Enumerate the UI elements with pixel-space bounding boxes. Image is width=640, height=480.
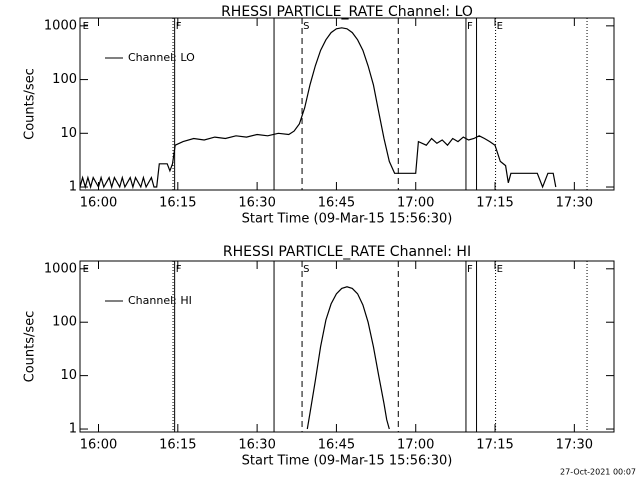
x-tick-label: 16:15 — [159, 438, 196, 453]
x-tick-label: 16:15 — [159, 196, 196, 211]
y-tick-label: 10 — [60, 126, 77, 141]
x-tick-label: 17:30 — [556, 196, 593, 211]
x-tick-label: 17:00 — [397, 438, 434, 453]
marker-label: F — [176, 21, 182, 32]
x-tick-label: 16:30 — [238, 196, 275, 211]
marker-label: E — [497, 264, 503, 275]
marker-label: E — [497, 21, 503, 32]
marker-label: S — [303, 264, 309, 275]
chart-title: RHESSI PARTICLE_RATE Channel: LO — [221, 4, 473, 20]
marker-label: F — [467, 264, 473, 275]
footer: 27-Oct-2021 00:07 — [560, 468, 636, 477]
data-line — [80, 27, 557, 190]
marker-label: F — [176, 264, 182, 275]
marker-label: S — [303, 21, 309, 32]
marker-label: E — [83, 264, 89, 275]
y-tick-label: 1 — [69, 180, 77, 195]
x-tick-label: 16:45 — [318, 196, 355, 211]
x-tick-label: 16:00 — [80, 438, 117, 453]
legend-label: Channel: LO — [128, 51, 195, 64]
x-tick-label: 17:00 — [397, 196, 434, 211]
x-tick-label: 16:00 — [80, 196, 117, 211]
legend-label: Channel: HI — [128, 294, 192, 307]
y-tick-label: 100 — [52, 315, 77, 330]
data-line — [306, 286, 390, 430]
x-axis-label: Start Time (09-Mar-15 15:56:30) — [242, 454, 453, 469]
y-axis-label: Counts/sec — [23, 68, 38, 140]
y-tick-label: 1000 — [44, 261, 77, 276]
y-tick-label: 1000 — [44, 18, 77, 33]
y-tick-label: 10 — [60, 368, 77, 383]
x-tick-label: 17:30 — [556, 438, 593, 453]
y-tick-label: 1 — [69, 422, 77, 437]
marker-label: F — [467, 21, 473, 32]
y-tick-label: 100 — [52, 72, 77, 87]
chart-title: RHESSI PARTICLE_RATE Channel: HI — [223, 244, 471, 260]
marker-label: E — [83, 21, 89, 32]
x-axis-label: Start Time (09-Mar-15 15:56:30) — [242, 212, 453, 227]
plot-frame — [79, 260, 615, 433]
x-tick-label: 16:45 — [318, 438, 355, 453]
plot-frame — [79, 17, 615, 191]
x-tick-label: 16:30 — [238, 438, 275, 453]
x-tick-label: 17:15 — [476, 196, 513, 211]
x-tick-label: 17:15 — [476, 438, 513, 453]
y-axis-label: Counts/sec — [23, 311, 38, 383]
